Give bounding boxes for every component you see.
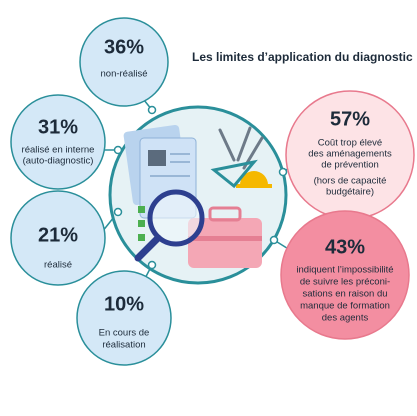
label: réalisé <box>44 260 72 271</box>
percent: 57% <box>330 108 370 130</box>
label: budgétaire) <box>326 187 374 198</box>
label: réalisé en interne <box>22 145 95 156</box>
percent: 31% <box>38 116 78 138</box>
label: de suivre les préconi- <box>300 277 390 288</box>
label: En cours de <box>99 328 150 339</box>
label: non-réalisé <box>101 69 148 80</box>
percent: 21% <box>38 224 78 246</box>
percent: 36% <box>104 36 144 58</box>
label: réalisation <box>102 340 145 351</box>
label: des agents <box>322 313 369 324</box>
label: (hors de capacité <box>314 176 387 187</box>
infographic: Les limites d’application du diagnostic … <box>0 0 417 416</box>
percent: 10% <box>104 293 144 315</box>
label: des aménagements <box>308 149 392 160</box>
label: indiquent l’impossibilité <box>296 265 393 276</box>
label: sations en raison du <box>302 289 387 300</box>
label: manque de formation <box>300 301 390 312</box>
label: Coût trop élevé <box>318 138 382 149</box>
title: Les limites d’application du diagnostic … <box>192 50 417 64</box>
label: de prévention <box>321 160 379 171</box>
label: (auto-diagnostic) <box>23 156 94 167</box>
percent: 43% <box>325 236 365 258</box>
